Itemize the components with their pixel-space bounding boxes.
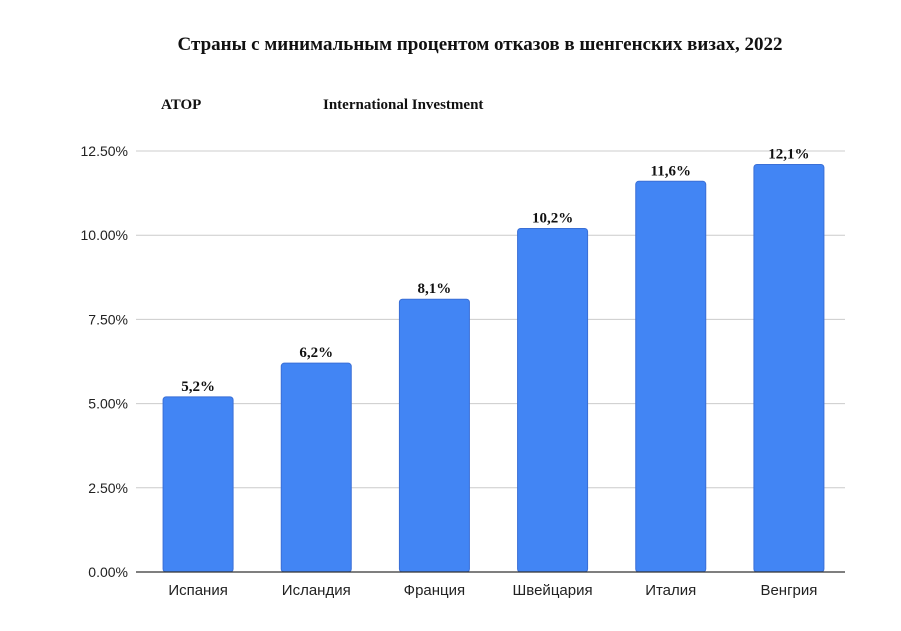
data-label: 12,1% [768,146,809,162]
data-label: 11,6% [651,163,691,179]
y-tick-label: 0.00% [88,564,128,580]
x-tick-label: Франция [404,582,465,599]
data-label: 8,1% [418,281,452,297]
y-tick-label: 5.00% [88,396,128,412]
bar [162,396,234,573]
y-tick-label: 2.50% [88,480,128,496]
chart-title: Страны с минимальным процентом отказов в… [177,34,783,55]
data-label: 5,2% [181,379,215,395]
y-tick-label: 12.50% [81,143,128,159]
x-tick-label: Венгрия [760,582,817,599]
x-tick-label: Швейцария [513,582,593,599]
x-tick-label: Исландия [282,582,351,599]
source-label-atop: ATOP [161,97,202,113]
bar [280,362,352,573]
bar [398,298,470,573]
bar [517,227,589,573]
bar [753,163,825,573]
x-tick-label: Испания [168,582,228,599]
y-tick-label: 10.00% [81,227,128,243]
data-label: 6,2% [299,345,333,361]
source-label-international-investment: International Investment [323,97,484,113]
x-tick-label: Италия [645,582,696,599]
y-tick-label: 7.50% [88,311,128,327]
data-label: 10,2% [532,210,573,226]
bar [635,180,707,573]
